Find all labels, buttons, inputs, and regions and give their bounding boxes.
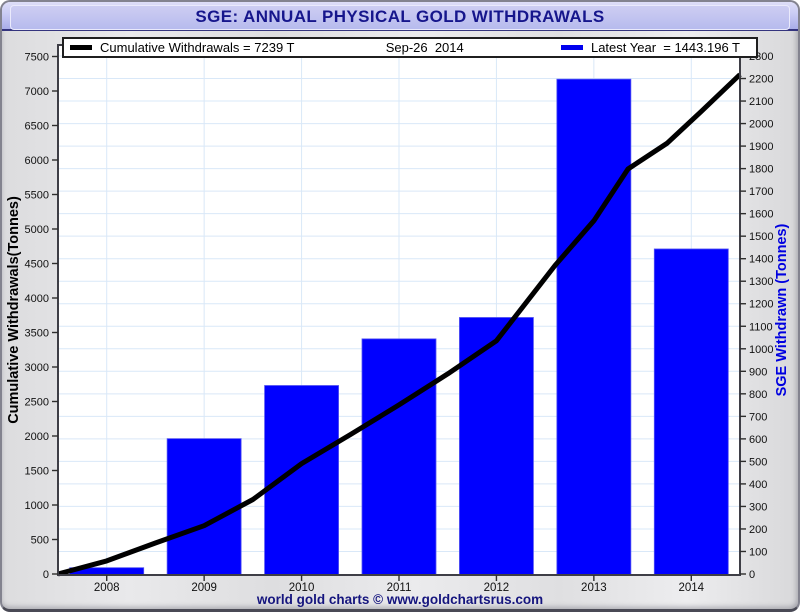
left-tick-label: 2000	[25, 431, 49, 443]
right-tick-label: 1000	[749, 344, 773, 356]
right-tick-label: 400	[749, 479, 767, 491]
left-tick-label: 1000	[25, 500, 49, 512]
right-tick-label: 2000	[749, 119, 773, 131]
left-tick-label: 4500	[25, 259, 49, 271]
right-tick-label: 500	[749, 456, 767, 468]
left-tick-label: 1500	[25, 466, 49, 478]
bar-2009	[166, 438, 242, 576]
right-tick-label: 600	[749, 434, 767, 446]
left-tick-label: 7500	[25, 52, 49, 64]
window-titlebar: SGE: ANNUAL PHYSICAL GOLD WITHDRAWALS	[2, 2, 798, 31]
x-tick-label: 2009	[191, 582, 217, 594]
left-tick-label: 5000	[25, 224, 49, 236]
left-tick-label: 5500	[25, 190, 49, 202]
title-panel: SGE: ANNUAL PHYSICAL GOLD WITHDRAWALS	[10, 5, 790, 30]
legend-date: Sep-26 2014	[385, 40, 464, 55]
left-tick-label: 7000	[25, 86, 49, 98]
right-tick-label: 1400	[749, 254, 773, 266]
right-tick-label: 1300	[749, 276, 773, 288]
latest-year-swatch	[560, 45, 583, 50]
right-tick-label: 0	[749, 569, 755, 581]
right-axis-title: SGE Withdrawn (Tonnes)	[774, 223, 790, 397]
right-tick-label: 300	[749, 501, 767, 513]
right-tick-label: 800	[749, 389, 767, 401]
bar-2013	[556, 78, 632, 576]
legend-cumulative-label: Cumulative Withdrawals = 7239 T	[100, 40, 295, 55]
left-tick-label: 2500	[25, 397, 49, 409]
right-tick-label: 1500	[749, 231, 773, 243]
right-tick-label: 2200	[749, 74, 773, 86]
chart-title: SGE: ANNUAL PHYSICAL GOLD WITHDRAWALS	[195, 7, 605, 26]
x-tick-label: 2010	[289, 582, 315, 594]
left-tick-label: 500	[31, 535, 49, 547]
left-tick-label: 6500	[25, 121, 49, 133]
x-tick-label: 2012	[484, 582, 510, 594]
right-tick-label: 700	[749, 411, 767, 423]
x-tick-label: 2014	[678, 582, 704, 594]
right-tick-label: 200	[749, 524, 767, 536]
cumulative-line	[57, 72, 742, 577]
left-tick-label: 0	[43, 569, 49, 581]
right-tick-label: 2100	[749, 96, 773, 108]
x-tick-label: 2011	[387, 582, 412, 594]
left-axis-title: Cumulative Withdrawals(Tonnes)	[6, 196, 22, 424]
bar-2014	[653, 248, 729, 576]
bar-2011	[361, 338, 437, 576]
right-tick-label: 1700	[749, 186, 773, 198]
right-tick-label: 900	[749, 366, 767, 378]
legend-latest-label: Latest Year = 1443.196 T	[590, 40, 740, 55]
footer-credit: world gold charts © www.goldchartsrus.co…	[256, 592, 544, 607]
left-tick-label: 4000	[25, 293, 49, 305]
left-tick-label: 3000	[25, 362, 49, 374]
cumulative-line-swatch	[70, 45, 92, 50]
right-tick-label: 1100	[749, 321, 773, 333]
x-tick-label: 2008	[94, 582, 120, 594]
left-tick-label: 3500	[25, 328, 49, 340]
right-tick-label: 1600	[749, 209, 773, 221]
right-tick-label: 100	[749, 546, 767, 558]
legend-box: Cumulative Withdrawals = 7239 T Sep-26 2…	[62, 37, 758, 58]
right-tick-label: 1200	[749, 299, 773, 311]
left-tick-label: 6000	[25, 155, 49, 167]
right-tick-label: 1800	[749, 164, 773, 176]
right-tick-label: 1900	[749, 141, 773, 153]
x-tick-label: 2013	[581, 582, 607, 594]
